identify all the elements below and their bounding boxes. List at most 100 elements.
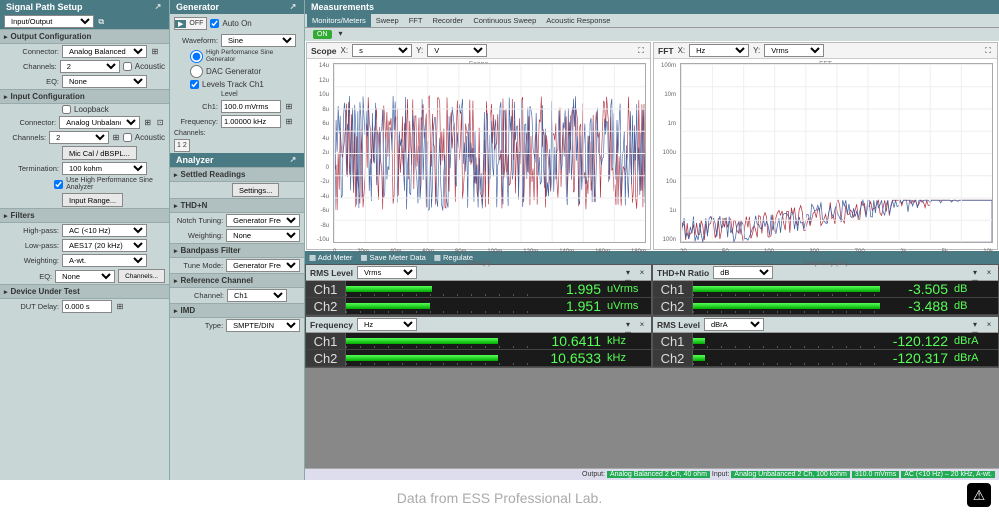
ref-header[interactable]: Reference Channel <box>170 273 304 288</box>
hp-gen-radio[interactable] <box>190 50 203 63</box>
settled-header[interactable]: Settled Readings <box>170 167 304 182</box>
fft-x-select[interactable]: Hz <box>689 44 749 57</box>
termination-select[interactable]: 100 kohm <box>62 162 147 175</box>
settings-icon[interactable]: ⊡ <box>156 118 165 128</box>
settings-icon[interactable]: ⊞ <box>284 117 294 127</box>
meter-unit-select[interactable]: Vrms <box>357 266 417 279</box>
out-eq-select[interactable]: None <box>62 75 147 88</box>
settings-icon[interactable]: ⊞ <box>150 47 160 57</box>
dac-gen-radio[interactable] <box>190 65 203 78</box>
hp-select[interactable]: AC (<10 Hz) <box>62 224 147 237</box>
settings-button[interactable]: Settings... <box>232 183 279 197</box>
tune-select[interactable]: Generator Frequency <box>226 259 300 272</box>
meter-channel: Ch2 <box>653 350 693 366</box>
feq-select[interactable]: None <box>55 270 115 283</box>
popout-icon[interactable]: ↗ <box>288 155 298 165</box>
loopback-check[interactable] <box>62 105 71 114</box>
on-badge[interactable]: ON <box>313 30 332 39</box>
delay-input[interactable] <box>62 300 112 313</box>
meter-value: -120.122dBrA <box>888 333 998 349</box>
expand-icon[interactable]: ⛶ <box>636 46 646 56</box>
output-config-header[interactable]: Output Configuration <box>0 29 169 44</box>
alert-icon[interactable]: ⚠ <box>967 483 991 507</box>
measurements-panel: Measurements Monitors/MetersSweepFFTReco… <box>305 0 999 480</box>
in-channels-select[interactable]: 2 <box>49 131 109 144</box>
popout-icon[interactable]: ↗ <box>153 2 163 12</box>
meter-unit-select[interactable]: dB <box>713 266 773 279</box>
mode-select[interactable]: Input/Output <box>4 15 94 28</box>
freq-input[interactable] <box>221 115 281 128</box>
close-icon[interactable]: × <box>984 268 994 278</box>
dropdown-icon[interactable]: ▾ <box>336 29 346 39</box>
meter-channel: Ch1 <box>653 281 693 297</box>
gen-on-toggle[interactable]: ▶OFF <box>174 17 207 30</box>
scope-plot[interactable] <box>333 63 646 243</box>
input-range-button[interactable]: Input Range... <box>62 193 123 207</box>
bandpass-header[interactable]: Bandpass Filter <box>170 243 304 258</box>
levels-track-check[interactable] <box>190 80 199 89</box>
meter-menu-icon[interactable]: ▾ ⊞ ▾ <box>623 268 633 278</box>
tab-sweep[interactable]: Sweep <box>371 14 404 27</box>
tab-continuous-sweep[interactable]: Continuous Sweep <box>468 14 541 27</box>
in-acoustic-check[interactable] <box>123 133 132 142</box>
imd-header[interactable]: IMD <box>170 303 304 318</box>
link-icon[interactable]: ⧉ <box>96 17 106 27</box>
meter-menu-icon[interactable]: ▾ ⊞ ▾ <box>970 320 980 330</box>
wt-select[interactable]: A-wt. <box>62 254 147 267</box>
meter-value: -3.488dB <box>888 298 998 314</box>
lp-select[interactable]: AES17 (20 kHz) <box>62 239 147 252</box>
meter-title: THD+N Ratio <box>657 268 709 278</box>
meter-bar <box>693 298 888 314</box>
mic-cal-button[interactable]: Mic Cal / dBSPL... <box>62 146 137 160</box>
fft-plot[interactable] <box>680 63 993 243</box>
loopback-label: Loopback <box>74 105 109 114</box>
settings-icon[interactable]: ⊞ <box>115 302 125 312</box>
settings-icon[interactable]: ⊞ <box>143 118 152 128</box>
hp-sine-check[interactable] <box>54 180 63 189</box>
popout-icon[interactable]: ↗ <box>288 2 298 12</box>
tab-fft[interactable]: FFT <box>404 14 428 27</box>
scope-x-select[interactable]: s <box>352 44 412 57</box>
feq-label: EQ: <box>4 272 52 281</box>
signal-path-title: Signal Path Setup <box>6 2 83 12</box>
close-icon[interactable]: × <box>637 320 647 330</box>
fft-title: FFT <box>658 46 674 56</box>
settings-icon[interactable]: ⊞ <box>284 102 294 112</box>
tab-monitors-meters[interactable]: Monitors/Meters <box>307 14 371 27</box>
ch1-level-input[interactable] <box>221 100 281 113</box>
type-select[interactable]: SMPTE/DIN <box>226 319 300 332</box>
tab-acoustic-response[interactable]: Acoustic Response <box>541 14 615 27</box>
input-config-header[interactable]: Input Configuration <box>0 89 169 104</box>
close-icon[interactable]: × <box>984 320 994 330</box>
wt2-select[interactable]: None <box>226 229 300 242</box>
chan-select[interactable]: Ch1 <box>227 289 287 302</box>
notch-select[interactable]: Generator Frequency <box>226 214 300 227</box>
settings-icon[interactable]: ⊞ <box>112 133 120 143</box>
ch-toggle[interactable]: 1 2 <box>174 139 190 152</box>
meter-menu-icon[interactable]: ▾ ⊞ ▾ <box>623 320 633 330</box>
channels-button[interactable]: Channels... <box>118 269 165 283</box>
auto-on-check[interactable] <box>210 19 219 28</box>
out-connector-select[interactable]: Analog Balanced <box>62 45 147 58</box>
delay-label: DUT Delay: <box>4 302 59 311</box>
status-output: Analog Balanced 2 Ch, 40 ohm <box>607 471 710 478</box>
filters-header[interactable]: Filters <box>0 208 169 223</box>
out-channels-select[interactable]: 2 <box>60 60 120 73</box>
scope-title: Scope <box>311 46 337 56</box>
meter-panel-2: Frequency Hz▾ ⊞ ▾×Ch110.6411kHzCh210.653… <box>305 316 652 368</box>
meter-menu-icon[interactable]: ▾ ⊞ ▾ <box>970 268 980 278</box>
close-icon[interactable]: × <box>637 268 647 278</box>
thdn-header[interactable]: THD+N <box>170 198 304 213</box>
meter-panel-3: RMS Level dBrA▾ ⊞ ▾×Ch1-120.122dBrACh2-1… <box>652 316 999 368</box>
tab-recorder[interactable]: Recorder <box>427 14 468 27</box>
expand-icon[interactable]: ⛶ <box>983 46 993 56</box>
app-root: Signal Path Setup ↗ Input/Output ⧉ Outpu… <box>0 0 999 480</box>
meter-unit-select[interactable]: Hz <box>357 318 417 331</box>
scope-y-select[interactable]: V <box>427 44 487 57</box>
meter-unit-select[interactable]: dBrA <box>704 318 764 331</box>
in-connector-select[interactable]: Analog Unbalanced <box>59 116 140 129</box>
fft-y-select[interactable]: Vrms <box>764 44 824 57</box>
waveform-select[interactable]: Sine <box>221 34 296 47</box>
out-acoustic-check[interactable] <box>123 62 132 71</box>
dut-header[interactable]: Device Under Test <box>0 284 169 299</box>
